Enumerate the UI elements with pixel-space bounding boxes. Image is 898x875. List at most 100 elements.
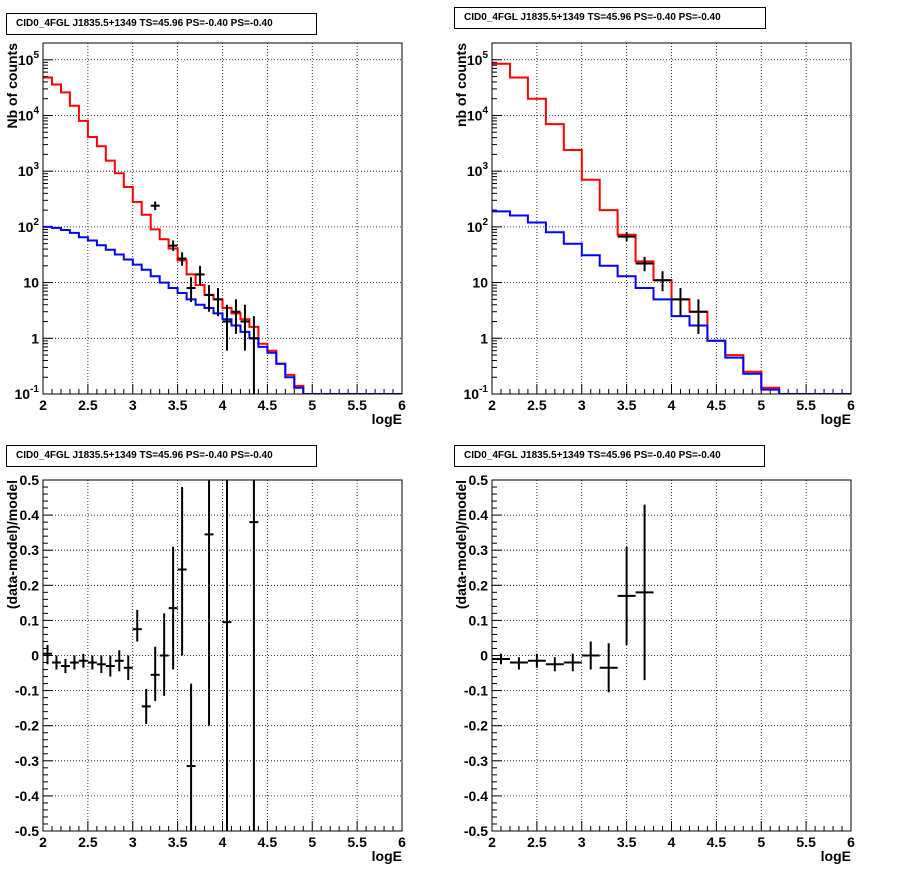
x-tick-label: 5 [757,834,765,850]
data-point [222,480,232,831]
x-tick-label: 5 [308,397,316,413]
data-point [222,304,232,351]
data-point [204,480,214,726]
x-tick-label: 2 [39,397,47,413]
x-tick-label: 6 [398,834,406,850]
data-point [186,277,196,302]
data-point [581,641,600,670]
y-tick-label: 0.1 [469,612,489,628]
panel-top-left: 2 2.5 3 3.5 4 4.5 5 5.5 6 10-1 1 10 102 103 104 105 logE… [4,42,406,427]
panel-title: CID0_4FGL J1835.5+1349 TS=45.96 PS=-0.40… [454,7,766,29]
data-point [671,287,690,316]
x-tick-label: 4.5 [707,397,727,413]
data-point [96,655,106,674]
plot-frame [42,479,403,832]
x-tick-label: 2.5 [527,834,547,850]
data-point [635,256,654,272]
x-tick-label: 3.5 [617,834,637,850]
y-tick-label: -0.2 [15,718,39,734]
data-point [545,657,564,672]
data-point [492,653,510,665]
plot-area [43,76,402,394]
x-tick-label: 5.5 [796,834,816,850]
y-tick-label: 0.5 [469,472,489,488]
data-point [105,655,115,677]
data-point [177,487,187,656]
plot-frame [42,42,403,395]
x-tick-label: 4 [219,834,227,850]
x-tick-label: 3 [129,834,137,850]
tick-exponent: 5 [482,50,488,61]
data-point [177,252,187,266]
y-tick-label: -0.5 [464,823,488,839]
y-tick-label: -0.3 [464,753,488,769]
tick-exponent: 3 [33,161,39,172]
x-tick-label: 4 [668,397,676,413]
y-tick-label: -0.3 [15,753,39,769]
plot-frame [491,42,852,395]
x-tick-label: 5 [757,397,765,413]
y-tick-label: 103 [467,161,489,179]
x-tick-label: 5.5 [347,834,367,850]
plot-frame [491,479,852,832]
data-point [51,655,61,670]
y-tick-label: 104 [18,105,40,123]
x-tick-label: 6 [847,834,855,850]
x-tick-label: 3.5 [617,397,637,413]
data-point [114,650,124,672]
x-axis-label: logE [821,411,851,427]
x-tick-label: 3 [129,397,137,413]
y-tick-label: 0.4 [469,507,489,523]
data-point [231,299,241,334]
x-tick-label: 4.5 [258,834,278,850]
data-point [563,653,582,672]
tick-exponent: -1 [30,384,39,395]
data-point [195,265,205,286]
x-tick-label: 4.5 [707,834,727,850]
y-tick-label: 102 [18,217,40,235]
data-point [509,657,528,670]
y-tick-label: 0.2 [469,577,489,593]
y-tick-label: 10-1 [15,384,40,402]
data-point [168,240,178,251]
y-tick-label: 10 [472,275,488,291]
x-tick-label: 5 [308,834,316,850]
data-point [87,655,97,670]
y-tick-label: 0.1 [20,612,40,628]
data-point [213,287,223,317]
data-point [141,688,151,724]
panel-bottom-right: 2 2.5 3 3.5 4 4.5 5 5.5 6 -0.5 -0.4 -0.3 -0.2 -0.1 0 0.… [453,472,855,864]
x-tick-label: 5.5 [347,397,367,413]
y-axis-label: (data-model)/model [4,480,20,609]
series-line-blue [43,225,402,394]
x-tick-label: 3.5 [168,834,188,850]
x-axis-label: logE [821,848,851,864]
x-tick-label: 3.5 [168,397,188,413]
data-point [617,232,636,242]
y-tick-label: -0.2 [464,718,488,734]
data-point [204,285,214,312]
y-tick-label: 0 [31,648,39,664]
tick-exponent: 5 [33,50,39,61]
panel-top-right: 2 2.5 3 3.5 4 4.5 5 5.5 6 10-1 1 10 102 103 104 105 logE… [453,42,855,427]
plot-area [492,62,851,394]
x-tick-label: 2.5 [78,397,98,413]
data-point [527,653,546,668]
data-point [159,613,169,696]
panel-title: CID0_4FGL J1835.5+1349 TS=45.96 PS=-0.40… [6,445,317,467]
y-tick-label: 104 [467,105,489,123]
tick-exponent: -1 [479,384,488,395]
y-axis-label: (data-model)/model [453,480,469,609]
data-point [60,659,70,674]
panel-bottom-left: 2 2.5 3 3.5 4 4.5 5 5.5 6 -0.5 -0.4 -0.3 -0.2 -0.1 0 0.… [4,472,406,864]
data-point [132,609,142,642]
x-tick-label: 4 [219,397,227,413]
y-tick-label: 0.3 [20,542,40,558]
data-point [617,546,636,645]
y-tick-label: 102 [467,217,489,235]
tick-exponent: 4 [33,105,39,116]
y-tick-label: 105 [18,50,40,68]
data-point [249,316,259,394]
y-tick-label: 10 [23,275,39,291]
